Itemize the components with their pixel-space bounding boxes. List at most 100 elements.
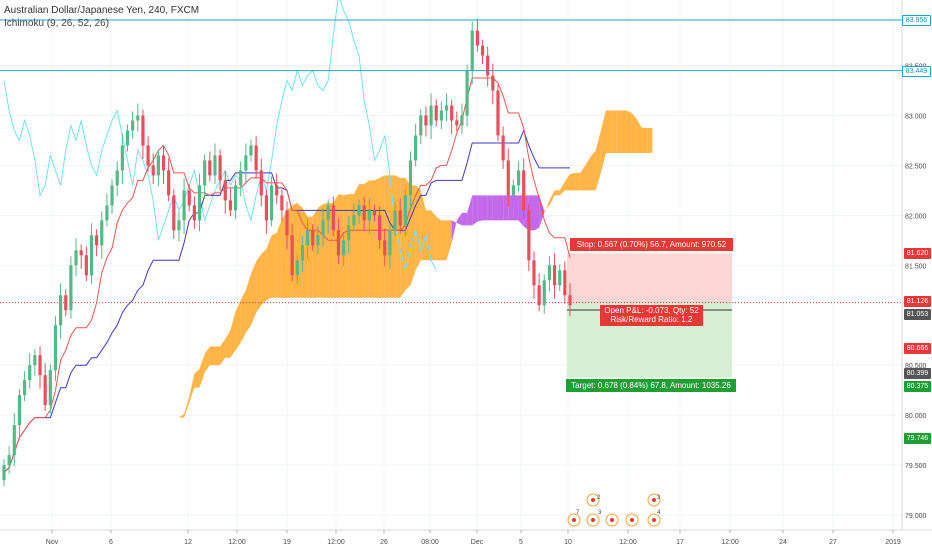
candle xyxy=(311,224,315,252)
cloud-segment xyxy=(415,185,421,271)
cloud-segment xyxy=(359,184,365,298)
event-count-label: 3 xyxy=(657,495,661,501)
candle-body xyxy=(182,190,186,221)
candle-body xyxy=(300,245,305,261)
cloud-segment xyxy=(642,127,648,153)
candle xyxy=(48,364,52,414)
price-label-green: 79.746 xyxy=(904,433,931,444)
candle-body xyxy=(239,170,243,186)
candle-body xyxy=(218,155,222,181)
candle-body xyxy=(475,30,479,46)
candle xyxy=(28,353,32,389)
cloud-segment xyxy=(230,311,236,358)
candle xyxy=(475,18,479,52)
candle xyxy=(352,203,356,232)
pnl-label[interactable]: Open P&L: -0.073, Qty: 52 Risk/Reward Ra… xyxy=(600,305,703,326)
cloud-segment xyxy=(256,254,262,313)
candle-body xyxy=(537,285,541,306)
candle-body xyxy=(141,115,145,146)
event-dot xyxy=(572,518,576,522)
candle xyxy=(532,251,536,299)
cloud-segment xyxy=(616,110,622,153)
candle-body xyxy=(455,120,459,126)
x-tick-label: Nov xyxy=(46,539,59,546)
cloud-segment xyxy=(261,249,267,306)
cloud-segment xyxy=(477,195,483,222)
candle-body xyxy=(17,395,22,426)
candle xyxy=(146,136,150,172)
cloud-segment xyxy=(482,195,488,221)
candle-body xyxy=(105,205,109,221)
indicator-legend[interactable]: Ichimoku (9, 26, 52, 26) xyxy=(4,18,110,29)
candle xyxy=(434,99,438,127)
cloud-segment xyxy=(461,212,468,226)
price-label-last: 81.053 xyxy=(904,309,931,320)
horizontal-lines[interactable] xyxy=(0,19,902,72)
candle xyxy=(244,143,248,184)
candle-body xyxy=(264,195,269,221)
candle xyxy=(115,161,119,197)
candle xyxy=(496,84,500,142)
candle xyxy=(141,109,145,159)
candle-body xyxy=(311,230,315,246)
candle xyxy=(383,228,387,267)
candle-body xyxy=(244,155,248,171)
cloud-segment xyxy=(209,346,215,366)
candle xyxy=(516,161,521,192)
candle-body xyxy=(352,215,356,226)
candle xyxy=(419,109,423,144)
candle-body xyxy=(156,155,160,176)
cloud-segment xyxy=(364,180,370,298)
event-badges[interactable]: 7 2 3 3 4 xyxy=(567,493,661,527)
candle-body xyxy=(89,235,94,276)
candle-body xyxy=(269,185,274,221)
candle-body xyxy=(295,260,299,276)
cloud-segment xyxy=(374,177,380,298)
candle-body xyxy=(305,230,310,246)
candle xyxy=(17,389,22,439)
candle xyxy=(408,151,413,209)
candle xyxy=(22,371,27,402)
candle xyxy=(239,161,243,197)
candle-body xyxy=(552,265,557,286)
candle xyxy=(269,176,274,227)
candle-body xyxy=(568,295,572,306)
candle xyxy=(53,316,58,382)
event-badge xyxy=(647,493,661,507)
candle-body xyxy=(444,105,449,111)
cloud-segment xyxy=(472,195,478,226)
candle-body xyxy=(177,220,181,231)
candle-body xyxy=(331,205,335,231)
candle xyxy=(558,264,562,292)
conversion-line xyxy=(3,77,571,473)
candle-body xyxy=(74,250,78,266)
candle xyxy=(43,363,47,412)
candle xyxy=(480,39,485,65)
candle-body xyxy=(208,160,212,176)
event-badge xyxy=(605,513,619,527)
candle xyxy=(197,173,202,232)
cloud-segment xyxy=(606,110,612,153)
event-dot xyxy=(652,498,656,502)
candle xyxy=(161,146,166,184)
x-tick-label: 2019 xyxy=(885,539,901,546)
cloud-segment xyxy=(410,185,416,286)
candle xyxy=(131,111,135,139)
event-badge xyxy=(567,513,581,527)
candle-body xyxy=(131,120,135,131)
cloud-segment xyxy=(456,212,462,226)
candle-body xyxy=(120,145,124,171)
candle xyxy=(33,349,37,377)
candle xyxy=(192,196,196,229)
candle xyxy=(367,198,371,234)
target-label[interactable]: Target: 0.678 (0.84%) 67.8, Amount: 1035… xyxy=(566,379,736,392)
cloud-segment xyxy=(338,194,344,298)
cloud-segment xyxy=(636,119,643,153)
stop-label[interactable]: Stop: 0.567 (0.70%) 56.7, Amount: 970.52 xyxy=(570,238,733,251)
candle-body xyxy=(403,195,407,226)
cloud-segment xyxy=(533,195,540,231)
candle-body xyxy=(95,235,99,246)
candle-body xyxy=(43,375,47,406)
